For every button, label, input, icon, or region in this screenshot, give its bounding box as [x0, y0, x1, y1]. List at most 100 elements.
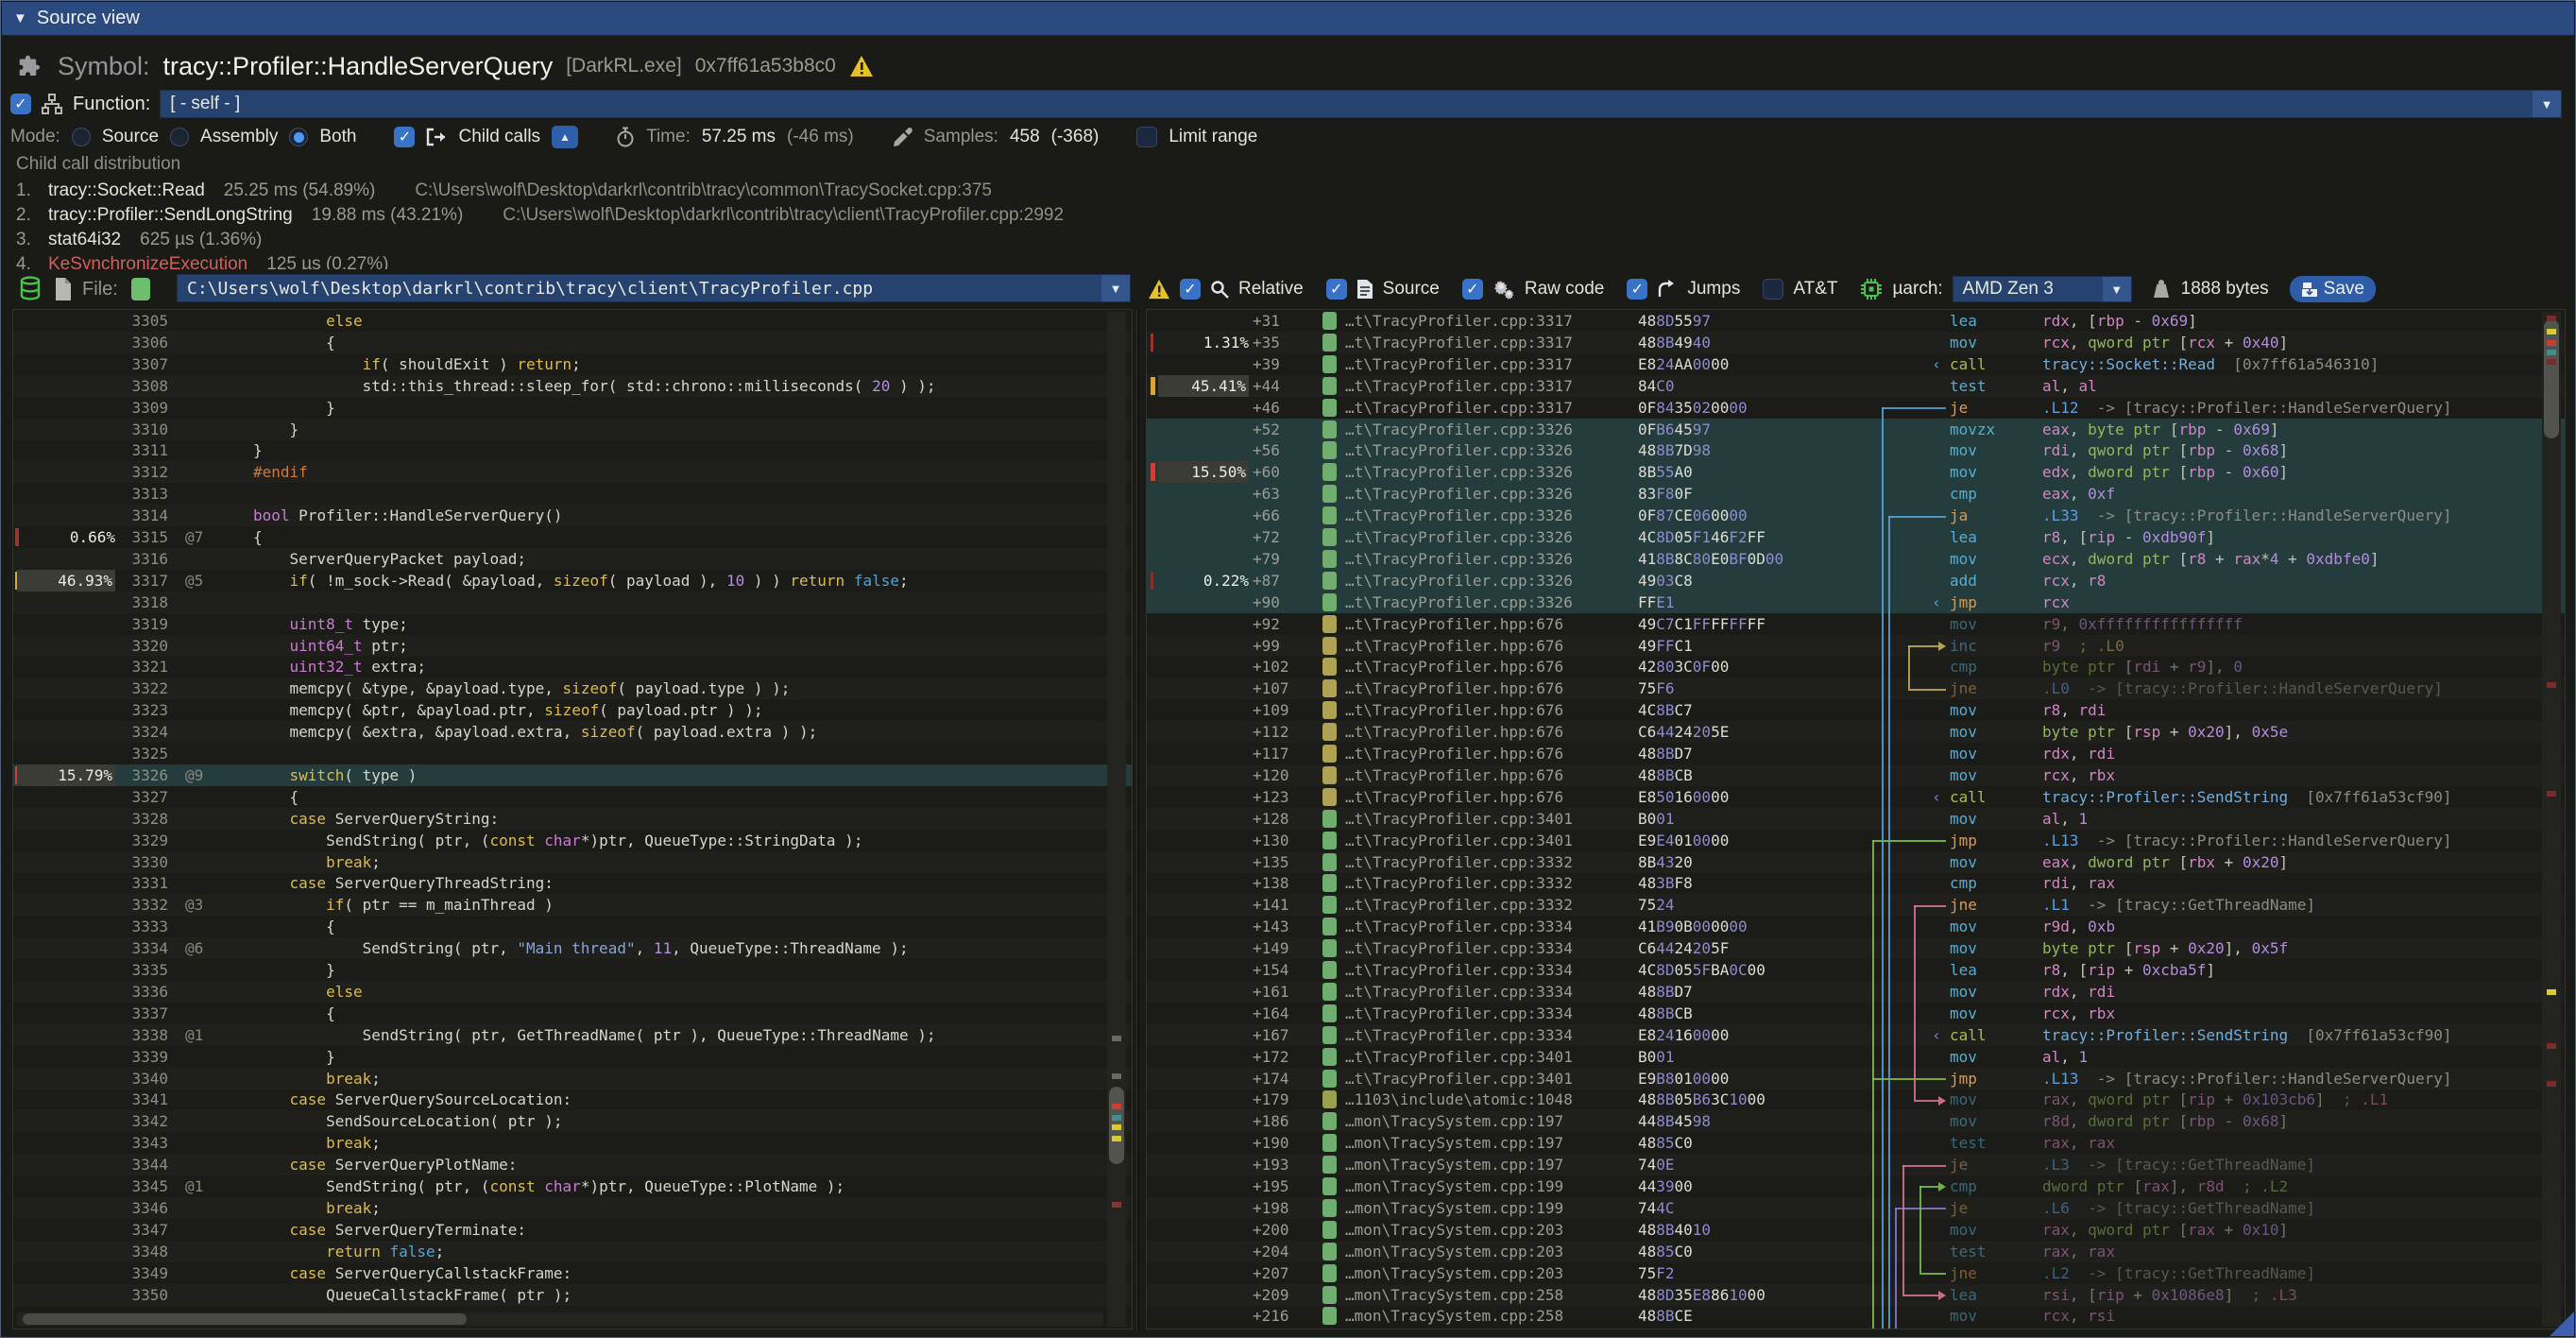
- asm-source-location[interactable]: …t\TracyProfiler.cpp:3326: [1345, 441, 1573, 460]
- asm-row[interactable]: +141 …t\TracyProfiler.cpp:3332 7524 jne .L1 …: [1147, 894, 2565, 916]
- asm-row[interactable]: +179 …1103\include\atomic:1048 488B05B63C1…: [1147, 1089, 2565, 1110]
- asm-row[interactable]: +164 …t\TracyProfiler.cpp:3334 488BCB mov rc…: [1147, 1003, 2565, 1024]
- asm-source-location[interactable]: …1103\include\atomic:1048: [1345, 1090, 1573, 1109]
- source-row[interactable]: 0.66% 3315 @7 {: [13, 526, 1132, 548]
- source-row[interactable]: 3305 else: [13, 310, 1132, 332]
- source-checkbox[interactable]: ✓: [1325, 279, 1347, 300]
- source-row[interactable]: 3342 SendSourceLocation( ptr );: [13, 1110, 1132, 1132]
- att-checkbox[interactable]: ✓: [1763, 279, 1784, 300]
- asm-source-location[interactable]: …mon\TracySystem.cpp:203: [1345, 1220, 1564, 1239]
- source-row[interactable]: 3308 std::this_thread::sleep_for( std::c…: [13, 375, 1132, 397]
- source-row[interactable]: 3327 {: [13, 786, 1132, 808]
- source-row[interactable]: 3307 if( shouldExit ) return;: [13, 353, 1132, 375]
- asm-source-location[interactable]: …t\TracyProfiler.hpp:676: [1345, 765, 1564, 784]
- assembly-vertical-scrollbar[interactable]: [2542, 312, 2561, 1327]
- source-row[interactable]: 3330 break;: [13, 851, 1132, 873]
- radio-source[interactable]: [71, 128, 91, 146]
- asm-source-location[interactable]: …t\TracyProfiler.cpp:3334: [1345, 982, 1573, 1001]
- asm-row[interactable]: +46 …t\TracyProfiler.cpp:3317 0F8435020000…: [1147, 397, 2565, 419]
- asm-source-location[interactable]: …mon\TracySystem.cpp:199: [1345, 1177, 1564, 1195]
- limit-range-label[interactable]: Limit range: [1169, 127, 1258, 146]
- raw-code-label[interactable]: Raw code: [1524, 279, 1605, 299]
- asm-source-location[interactable]: …t\TracyProfiler.cpp:3317: [1345, 376, 1573, 395]
- asm-row[interactable]: +120 …t\TracyProfiler.hpp:676 488BCB mov rcx…: [1147, 764, 2565, 786]
- jumps-checkbox[interactable]: ✓: [1627, 279, 1648, 300]
- source-row[interactable]: 3319 uint8_t type;: [13, 613, 1132, 635]
- asm-row[interactable]: +204 …mon\TracySystem.cpp:203 4885C0 test ra…: [1147, 1241, 2565, 1262]
- radio-both-label[interactable]: Both: [319, 127, 357, 146]
- asm-source-location[interactable]: …t\TracyProfiler.cpp:3401: [1345, 1069, 1573, 1088]
- source-row[interactable]: 3306 {: [13, 332, 1132, 353]
- child-call-item[interactable]: 2. tracy::Profiler::SendLongString 19.88 m…: [16, 203, 1622, 228]
- asm-row[interactable]: +135 …t\TracyProfiler.cpp:3332 8B4320 mov ea…: [1147, 851, 2565, 873]
- asm-row[interactable]: +186 …mon\TracySystem.cpp:197 448B4598 mov r…: [1147, 1110, 2565, 1132]
- asm-source-location[interactable]: …t\TracyProfiler.cpp:3326: [1345, 420, 1573, 438]
- source-row[interactable]: 3336 else: [13, 981, 1132, 1003]
- source-row[interactable]: 3337 {: [13, 1003, 1132, 1024]
- asm-row[interactable]: +128 …t\TracyProfiler.cpp:3401 B001 mov al, …: [1147, 808, 2565, 830]
- source-row[interactable]: 3321 uint32_t extra;: [13, 656, 1132, 678]
- asm-source-location[interactable]: …t\TracyProfiler.cpp:3334: [1345, 918, 1573, 936]
- raw-code-checkbox[interactable]: ✓: [1461, 279, 1483, 300]
- source-row[interactable]: 3348 return false;: [13, 1241, 1132, 1262]
- source-row[interactable]: 3324 memcpy( &extra, &payload.extra, siz…: [13, 721, 1132, 743]
- source-row[interactable]: 3311}: [13, 439, 1132, 461]
- source-row[interactable]: 3322 memcpy( &type, &payload.type, sizeo…: [13, 678, 1132, 699]
- source-row[interactable]: 3328 case ServerQueryString:: [13, 808, 1132, 830]
- asm-source-location[interactable]: …t\TracyProfiler.cpp:3332: [1345, 896, 1573, 915]
- asm-row[interactable]: +123 …t\TracyProfiler.hpp:676 E850160000 ‹ c…: [1147, 786, 2565, 808]
- source-row[interactable]: 3310 }: [13, 419, 1132, 440]
- asm-source-location[interactable]: …t\TracyProfiler.hpp:676: [1345, 745, 1564, 763]
- asm-source-location[interactable]: …t\TracyProfiler.cpp:3317: [1345, 333, 1573, 352]
- asm-row[interactable]: +66 …t\TracyProfiler.cpp:3326 0F87CE060000…: [1147, 505, 2565, 527]
- source-row[interactable]: 3340 break;: [13, 1068, 1132, 1089]
- relative-label[interactable]: Relative: [1238, 279, 1304, 299]
- asm-row[interactable]: +39 …t\TracyProfiler.cpp:3317 E824AA0000 ‹ c…: [1147, 353, 2565, 375]
- asm-source-location[interactable]: …mon\TracySystem.cpp:197: [1345, 1112, 1564, 1131]
- source-row[interactable]: 3339 }: [13, 1046, 1132, 1068]
- pane-divider[interactable]: [1136, 309, 1139, 1329]
- asm-source-location[interactable]: …t\TracyProfiler.cpp:3332: [1345, 874, 1573, 893]
- source-horizontal-scrollbar[interactable]: [17, 1312, 1103, 1326]
- child-calls-checkbox[interactable]: ✓: [394, 127, 416, 147]
- asm-row[interactable]: 0.22% +87 …t\TracyProfiler.cpp:3326 4903C8 a…: [1147, 569, 2565, 592]
- asm-row[interactable]: +63 …t\TracyProfiler.cpp:3326 83F80F cmp eax…: [1147, 483, 2565, 506]
- source-row[interactable]: 3318: [13, 592, 1132, 613]
- asm-source-location[interactable]: …t\TracyProfiler.cpp:3317: [1345, 354, 1573, 373]
- asm-row[interactable]: +195 …mon\TracySystem.cpp:199 443900 cmp dwo…: [1147, 1175, 2565, 1197]
- source-row[interactable]: 3316 ServerQueryPacket payload;: [13, 548, 1132, 570]
- asm-row[interactable]: +149 …t\TracyProfiler.cpp:3334 C64424205F m…: [1147, 937, 2565, 959]
- asm-source-location[interactable]: …t\TracyProfiler.cpp:3401: [1345, 1047, 1573, 1066]
- source-row[interactable]: 15.79% 3326 @9 switch( type ): [13, 763, 1132, 786]
- limit-range-checkbox[interactable]: ✓: [1136, 127, 1158, 147]
- asm-source-location[interactable]: …t\TracyProfiler.hpp:676: [1345, 614, 1564, 633]
- scrollbar-thumb[interactable]: [2544, 319, 2559, 438]
- source-row[interactable]: 3338 @1 SendString( ptr, GetThreadName( p…: [13, 1024, 1132, 1046]
- source-row[interactable]: 3344 case ServerQueryPlotName:: [13, 1154, 1132, 1175]
- asm-source-location[interactable]: …t\TracyProfiler.cpp:3326: [1345, 485, 1573, 504]
- source-row[interactable]: 3313: [13, 483, 1132, 505]
- file-select[interactable]: C:\Users\wolf\Desktop\darkrl\contrib\tra…: [177, 274, 1131, 302]
- asm-source-location[interactable]: …t\TracyProfiler.hpp:676: [1345, 658, 1564, 677]
- asm-row[interactable]: +72 …t\TracyProfiler.cpp:3326 4C8D05F146F2…: [1147, 526, 2565, 548]
- asm-source-location[interactable]: …t\TracyProfiler.cpp:3334: [1345, 961, 1573, 979]
- asm-row[interactable]: +154 …t\TracyProfiler.cpp:3334 4C8D055FBA0…: [1147, 959, 2565, 981]
- asm-row[interactable]: +172 …t\TracyProfiler.cpp:3401 B001 mov al, …: [1147, 1046, 2565, 1068]
- asm-source-location[interactable]: …t\TracyProfiler.cpp:3401: [1345, 809, 1573, 828]
- uarch-select[interactable]: AMD Zen 3 ▼: [1952, 276, 2132, 302]
- function-select[interactable]: [ - self - ] ▼: [160, 90, 2562, 118]
- collapse-arrow-icon[interactable]: ▼: [13, 10, 27, 26]
- source-vertical-scrollbar[interactable]: [1107, 312, 1126, 1327]
- resize-grip[interactable]: [2550, 1312, 2574, 1336]
- jumps-label[interactable]: Jumps: [1687, 279, 1741, 299]
- asm-row[interactable]: +167 …t\TracyProfiler.cpp:3334 E824160000 ‹…: [1147, 1024, 2565, 1046]
- asm-source-location[interactable]: …t\TracyProfiler.cpp:3334: [1345, 1004, 1573, 1022]
- asm-row[interactable]: +161 …t\TracyProfiler.cpp:3334 488BD7 mov rd…: [1147, 981, 2565, 1003]
- asm-row[interactable]: +117 …t\TracyProfiler.hpp:676 488BD7 mov rdx…: [1147, 743, 2565, 764]
- source-row[interactable]: 3334 @6 SendString( ptr, "Main thread", 1…: [13, 937, 1132, 959]
- radio-assembly[interactable]: [170, 128, 190, 146]
- source-row[interactable]: 3325: [13, 743, 1132, 764]
- asm-source-location[interactable]: …t\TracyProfiler.cpp:3317: [1345, 312, 1573, 330]
- asm-source-location[interactable]: …t\TracyProfiler.hpp:676: [1345, 701, 1564, 720]
- radio-source-label[interactable]: Source: [101, 127, 160, 146]
